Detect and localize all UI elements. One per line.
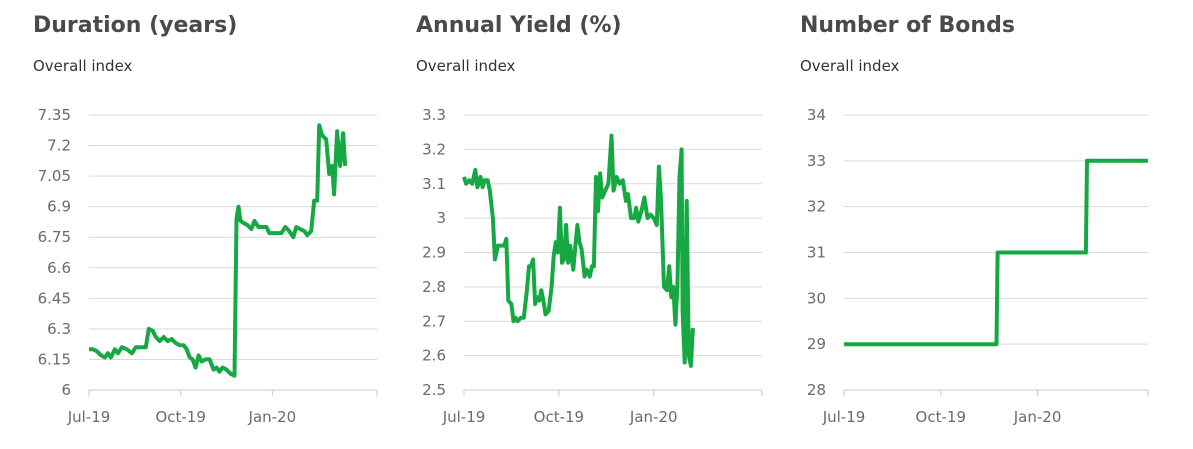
- y-tick-label: 6.45: [38, 289, 71, 307]
- x-tick-label: Jul-19: [67, 408, 111, 426]
- chart-plot: 2.5 2.6 2.7 2.8 2.9 3 3.1 3.2 3.3 Jul-19 Oct-19 Jan…: [422, 106, 763, 426]
- chart-subtitle: Overall index: [800, 57, 900, 75]
- x-tick-label: Jul-19: [822, 408, 866, 426]
- chart-title: Annual Yield (%): [416, 13, 622, 38]
- y-tick-label: 2.5: [422, 381, 446, 399]
- x-tick-label: Jan-20: [1013, 408, 1062, 426]
- y-tick-label: 7.35: [38, 106, 71, 124]
- chart-title: Duration (years): [33, 13, 238, 38]
- x-tick-label: Jan-20: [629, 408, 678, 426]
- y-tick-label: 7.2: [47, 137, 71, 155]
- y-tick-label: 31: [807, 244, 826, 262]
- y-tick-label: 6.75: [38, 228, 71, 246]
- y-tick-label: 7.05: [38, 167, 71, 185]
- number-of-bonds-chart: Number of Bonds Overall index 28 29 30 31 32…: [800, 0, 1180, 449]
- series-line: [462, 133, 695, 368]
- y-tick-label: 28: [807, 381, 826, 399]
- y-tick-label: 2.8: [422, 278, 446, 296]
- chart-subtitle: Overall index: [416, 57, 516, 75]
- y-tick-label: 34: [807, 106, 826, 124]
- series-line: [844, 158, 1148, 347]
- x-tick-label: Oct-19: [534, 408, 584, 426]
- y-tick-label: 3: [436, 209, 446, 227]
- y-tick-label: 30: [807, 289, 826, 307]
- chart-plot: 28 29 30 31 32 33 34 Jul-19 Oct-19 Jan-20: [807, 106, 1149, 426]
- y-tick-label: 6.9: [47, 198, 71, 216]
- y-tick-label: 32: [807, 198, 826, 216]
- x-tick-label: Oct-19: [155, 408, 205, 426]
- y-tick-label: 6.3: [47, 320, 71, 338]
- series-line: [89, 123, 348, 378]
- y-tick-label: 2.6: [422, 347, 446, 365]
- x-tick-label: Oct-19: [916, 408, 966, 426]
- x-tick-label: Jul-19: [442, 408, 486, 426]
- chart-plot: 6 6.15 6.3 6.45 6.6 6.75 6.9 7.05 7.2 7.35 Jul-19 O…: [38, 106, 378, 426]
- chart-title: Number of Bonds: [800, 13, 1015, 38]
- y-tick-label: 3.2: [422, 140, 446, 158]
- y-tick-label: 29: [807, 335, 826, 353]
- chart-subtitle: Overall index: [33, 57, 133, 75]
- y-tick-label: 3.1: [422, 175, 446, 193]
- annual-yield-chart: Annual Yield (%) Overall index 2.5 2.6 2.7…: [416, 0, 796, 449]
- y-tick-label: 3.3: [422, 106, 446, 124]
- y-tick-label: 6.6: [47, 259, 71, 277]
- y-tick-label: 2.7: [422, 312, 446, 330]
- y-tick-label: 6: [61, 381, 71, 399]
- y-tick-label: 2.9: [422, 244, 446, 262]
- duration-chart: Duration (years) Overall index 6 6.15 6.3 6…: [33, 0, 413, 449]
- y-tick-label: 6.15: [38, 350, 71, 368]
- x-tick-label: Jan-20: [248, 408, 297, 426]
- y-tick-label: 33: [807, 152, 826, 170]
